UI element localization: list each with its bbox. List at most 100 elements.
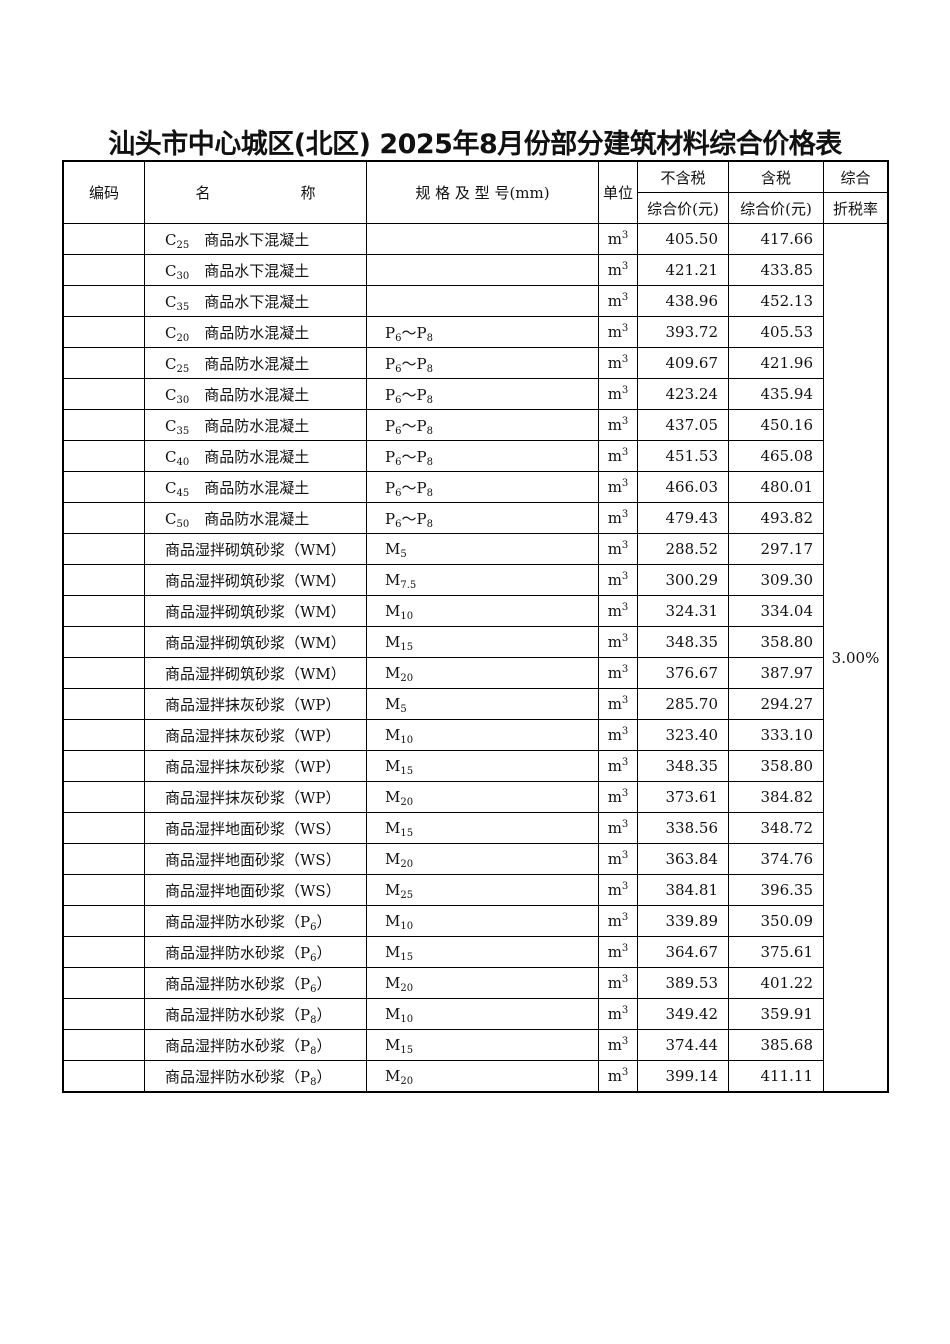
unit-cell: m3: [598, 316, 638, 348]
unit-superscript: 3: [621, 943, 629, 954]
text-segment: ～P: [401, 478, 427, 497]
text-segment: C: [165, 261, 177, 280]
name-cell: 商品湿拌砌筑砂浆（WM）: [144, 626, 367, 658]
unit-superscript: 3: [621, 261, 629, 272]
spec-cell: P6～P8: [366, 347, 599, 379]
tax-price-cell: 334.04: [728, 595, 824, 627]
subscript: 6: [310, 921, 317, 933]
table-row: C50 商品防水混凝土 P6～P8 m3 479.43 493.82: [62, 502, 888, 534]
text-segment: P: [385, 416, 396, 435]
subscript: 20: [400, 797, 414, 808]
unit-cell: m3: [598, 905, 638, 937]
unit-superscript: 3: [621, 850, 629, 861]
name-cell: 商品湿拌地面砂浆（WS）: [144, 812, 367, 844]
subscript: 20: [176, 332, 190, 344]
text-segment: 商品水下混凝土: [189, 292, 310, 311]
pretax-price-cell: 421.21: [637, 254, 729, 286]
subscript: 45: [176, 487, 190, 499]
subscript: 6: [395, 332, 402, 344]
code-cell: [62, 843, 145, 875]
pretax-price-cell: 437.05: [637, 409, 729, 441]
pretax-price-cell: 364.67: [637, 936, 729, 968]
unit-superscript: 3: [621, 912, 629, 923]
spec-cell: M15: [366, 750, 599, 782]
unit-superscript: 3: [621, 881, 629, 892]
tax-rate-cell: 3.00%: [823, 223, 889, 1093]
unit-base: m: [607, 602, 622, 620]
spec-cell: [366, 254, 599, 286]
text-segment: P: [385, 509, 396, 528]
text-segment: M: [385, 1005, 401, 1023]
spec-cell: M25: [366, 874, 599, 906]
name-cell: C45 商品防水混凝土: [144, 471, 367, 503]
table-row: 商品湿拌地面砂浆（WS） M25 m3 384.81 396.35: [62, 874, 888, 906]
name-cell: C20 商品防水混凝土: [144, 316, 367, 348]
subscript: 8: [426, 487, 433, 499]
spec-cell: M5: [366, 533, 599, 565]
unit-cell: m3: [598, 285, 638, 317]
table-row: 商品湿拌抹灰砂浆（WP） M5 m3 285.70 294.27: [62, 688, 888, 720]
text-segment: 商品湿拌防水砂浆（P: [165, 912, 311, 931]
tax-price-cell: 350.09: [728, 905, 824, 937]
tax-price-cell: 358.80: [728, 750, 824, 782]
table-row: C25 商品防水混凝土 P6～P8 m3 409.67 421.96: [62, 347, 888, 379]
subscript: 10: [400, 611, 414, 622]
text-segment: 商品湿拌防水砂浆（P: [165, 1036, 311, 1055]
unit-base: m: [607, 757, 622, 775]
text-segment: ）: [316, 943, 332, 962]
tax-price-cell: 411.11: [728, 1060, 824, 1093]
pretax-price-cell: 466.03: [637, 471, 729, 503]
unit-cell: m3: [598, 626, 638, 658]
name-cell: 商品湿拌抹灰砂浆（WP）: [144, 750, 367, 782]
unit-cell: m3: [598, 409, 638, 441]
name-cell: 商品湿拌地面砂浆（WS）: [144, 874, 367, 906]
spec-cell: M7.5: [366, 564, 599, 596]
text-segment: C: [165, 230, 177, 249]
subscript: 10: [400, 1014, 414, 1025]
text-segment: ）: [316, 1005, 332, 1024]
unit-cell: m3: [598, 533, 638, 565]
code-cell: [62, 781, 145, 813]
text-segment: M: [385, 757, 401, 775]
unit-cell: m3: [598, 1060, 638, 1093]
spec-cell: M5: [366, 688, 599, 720]
name-cell: 商品湿拌砌筑砂浆（WM）: [144, 533, 367, 565]
text-segment: C: [165, 354, 177, 373]
unit-base: m: [607, 819, 622, 837]
text-segment: C: [165, 416, 177, 435]
text-segment: 商品湿拌砌筑砂浆（WM）: [165, 664, 346, 683]
text-segment: 商品湿拌地面砂浆（WS）: [165, 819, 341, 838]
name-cell: 商品湿拌抹灰砂浆（WP）: [144, 781, 367, 813]
unit-base: m: [607, 664, 622, 682]
subscript: 10: [400, 921, 414, 932]
unit-superscript: 3: [621, 571, 629, 582]
unit-base: m: [607, 850, 622, 868]
unit-cell: m3: [598, 967, 638, 999]
unit-cell: m3: [598, 254, 638, 286]
table-row: 商品湿拌抹灰砂浆（WP） M15 m3 348.35 358.80: [62, 750, 888, 782]
tax-price-cell: 294.27: [728, 688, 824, 720]
subscript: 30: [176, 270, 190, 282]
unit-superscript: 3: [621, 292, 629, 303]
pretax-price-cell: 438.96: [637, 285, 729, 317]
text-segment: 商品湿拌防水砂浆（P: [165, 943, 311, 962]
subscript: 35: [176, 301, 190, 313]
table-row: 商品湿拌砌筑砂浆（WM） M10 m3 324.31 334.04: [62, 595, 888, 627]
unit-superscript: 3: [621, 1036, 629, 1047]
subscript: 20: [400, 673, 414, 684]
text-segment: M: [385, 540, 401, 558]
text-segment: 商品防水混凝土: [189, 385, 310, 404]
text-segment: ）: [316, 1036, 332, 1055]
unit-superscript: 3: [621, 447, 629, 458]
subscript: 8: [426, 394, 433, 406]
subscript: 50: [176, 518, 190, 530]
unit-base: m: [607, 354, 622, 372]
unit-base: m: [607, 912, 622, 930]
pretax-price-cell: 451.53: [637, 440, 729, 472]
code-cell: [62, 967, 145, 999]
text-segment: 商品湿拌防水砂浆（P: [165, 974, 311, 993]
spec-cell: M15: [366, 626, 599, 658]
text-segment: 商品湿拌砌筑砂浆（WM）: [165, 571, 346, 590]
table-row: C35 商品防水混凝土 P6～P8 m3 437.05 450.16: [62, 409, 888, 441]
unit-base: m: [607, 974, 622, 992]
